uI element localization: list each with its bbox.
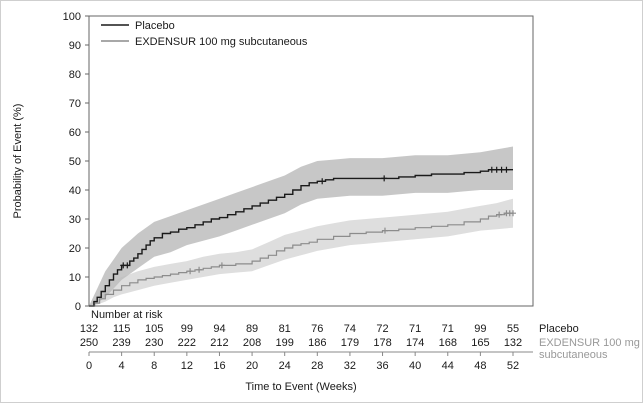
legend-label-placebo: Placebo (135, 20, 175, 32)
risk-count-placebo: 99 (181, 323, 193, 335)
risk-count-exdensur-100-mg-subcutaneous: 174 (406, 337, 424, 349)
risk-count-placebo: 115 (113, 323, 131, 335)
x-tick-label: 52 (507, 360, 519, 372)
risk-count-exdensur-100-mg-subcutaneous: 212 (210, 337, 228, 349)
risk-count-placebo: 89 (246, 323, 258, 335)
curve-placebo (89, 169, 513, 307)
x-tick-label: 28 (311, 360, 323, 372)
risk-count-exdensur-100-mg-subcutaneous: 168 (439, 337, 457, 349)
risk-count-exdensur-100-mg-subcutaneous: 250 (80, 337, 98, 349)
legend-label-exdensur: EXDENSUR 100 mg subcutaneous (135, 36, 308, 48)
risk-count-exdensur-100-mg-subcutaneous: 199 (276, 337, 294, 349)
x-tick-label: 4 (119, 360, 125, 372)
y-tick-label: 40 (69, 185, 81, 197)
risk-count-placebo: 71 (442, 323, 454, 335)
x-tick-label: 16 (213, 360, 225, 372)
ci-band-exdensur-100-mg-subcutaneous (89, 198, 513, 306)
risk-count-exdensur-100-mg-subcutaneous: 208 (243, 337, 261, 349)
y-tick-label: 30 (69, 214, 81, 226)
y-tick-label: 90 (69, 40, 81, 52)
y-tick-label: 0 (75, 301, 81, 313)
risk-count-placebo: 94 (213, 323, 225, 335)
y-tick-label: 50 (69, 156, 81, 168)
risk-count-placebo: 105 (145, 323, 163, 335)
censor-mark-exdensur-100-mg-subcutaneous (496, 211, 503, 218)
risk-count-placebo: 74 (344, 323, 356, 335)
x-axis-label: Time to Event (Weeks) (245, 381, 356, 393)
censor-mark-placebo (124, 262, 131, 269)
x-tick-label: 36 (376, 360, 388, 372)
risk-count-placebo: 72 (376, 323, 388, 335)
confidence-bands (89, 146, 513, 306)
x-tick-label: 12 (181, 360, 193, 372)
x-tick-label: 32 (344, 360, 356, 372)
risk-count-exdensur-100-mg-subcutaneous: 186 (308, 337, 326, 349)
risk-row-label-exdensur-line2: subcutaneous (539, 349, 608, 361)
censor-mark-exdensur-100-mg-subcutaneous (510, 210, 516, 217)
censor-mark-exdensur-100-mg-subcutaneous (218, 262, 225, 269)
y-axis-label: Probability of Event (%) (12, 104, 24, 219)
y-tick-label: 70 (69, 98, 81, 110)
risk-count-exdensur-100-mg-subcutaneous: 230 (145, 337, 163, 349)
censor-mark-exdensur-100-mg-subcutaneous (196, 266, 203, 273)
risk-row-label-exdensur-line1: EXDENSUR 100 mg (539, 337, 640, 349)
risk-count-exdensur-100-mg-subcutaneous: 222 (178, 337, 196, 349)
risk-count-exdensur-100-mg-subcutaneous: 179 (341, 337, 359, 349)
ci-band-placebo (89, 146, 513, 306)
risk-count-exdensur-100-mg-subcutaneous: 178 (373, 337, 391, 349)
risk-count-placebo: 81 (279, 323, 291, 335)
risk-count-placebo: 132 (80, 323, 98, 335)
censor-mark-exdensur-100-mg-subcutaneous (381, 227, 388, 234)
x-tick-label: 8 (151, 360, 157, 372)
censor-marks (120, 166, 516, 275)
risk-count-exdensur-100-mg-subcutaneous: 165 (471, 337, 489, 349)
risk-count-exdensur-100-mg-subcutaneous: 239 (112, 337, 130, 349)
risk-count-placebo: 76 (311, 323, 323, 335)
x-tick-label: 24 (279, 360, 291, 372)
censor-mark-placebo (319, 178, 326, 185)
curve-exdensur-100-mg-subcutaneous (89, 212, 513, 307)
risk-count-placebo: 71 (409, 323, 421, 335)
y-tick-label: 100 (63, 11, 81, 23)
risk-table: 132 115 105 99 94 89 81 76 74 72 71 71 99 55 250 239 230… (80, 323, 522, 349)
risk-count-placebo: 55 (507, 323, 519, 335)
risk-count-exdensur-100-mg-subcutaneous: 132 (504, 337, 522, 349)
censor-mark-exdensur-100-mg-subcutaneous (187, 268, 194, 275)
risk-row-label-placebo: Placebo (539, 323, 579, 335)
x-tick-label: 48 (474, 360, 486, 372)
y-tick-label: 10 (69, 272, 81, 284)
x-tick-label: 0 (86, 360, 92, 372)
risk-table-title: Number at risk (91, 309, 163, 321)
y-tick-label: 80 (69, 69, 81, 81)
x-tick-label: 40 (409, 360, 421, 372)
x-tick-label: 44 (442, 360, 454, 372)
survival-curves (89, 169, 513, 307)
y-tick-label: 60 (69, 127, 81, 139)
y-tick-label: 20 (69, 243, 81, 255)
censor-mark-placebo (381, 175, 388, 182)
risk-count-placebo: 99 (474, 323, 486, 335)
censor-mark-placebo (503, 166, 510, 173)
x-tick-label: 20 (246, 360, 258, 372)
